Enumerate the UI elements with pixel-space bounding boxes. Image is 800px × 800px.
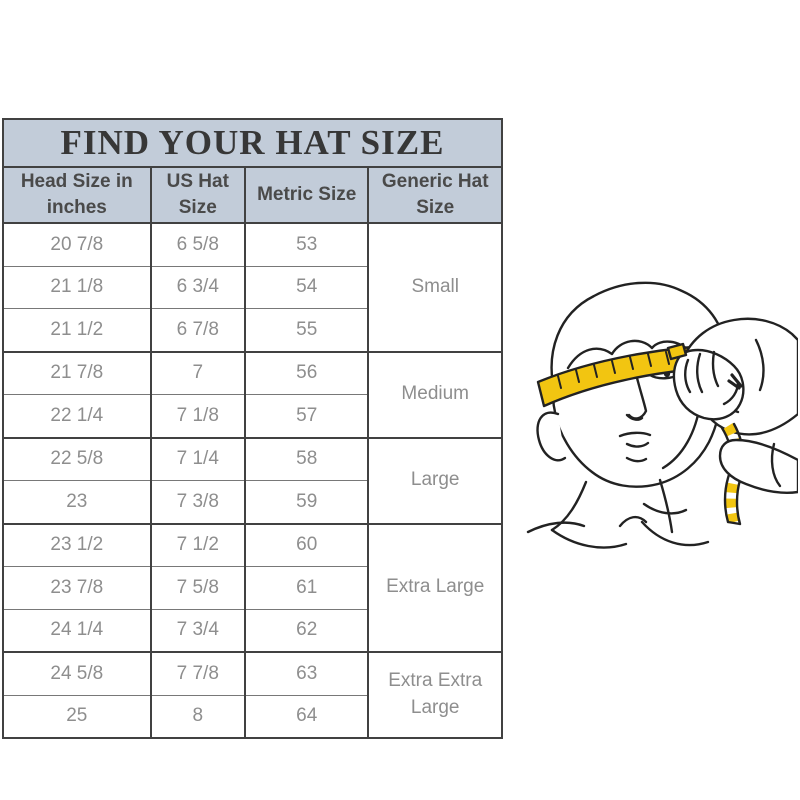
generic-size-cell: Small bbox=[367, 222, 503, 352]
head-size-cell: 23 bbox=[2, 480, 152, 524]
table-row: 21 1/8 6 3/4 54 bbox=[2, 265, 502, 309]
table-row: 25 8 64 bbox=[2, 694, 502, 738]
head-size-cell: 24 1/4 bbox=[2, 608, 152, 652]
head-size-cell: 23 1/2 bbox=[2, 522, 152, 567]
lower-forearm bbox=[718, 438, 798, 494]
us-size-cell: 7 1/4 bbox=[149, 436, 246, 481]
column-header-head-size: Head Size in inches bbox=[2, 166, 152, 224]
us-size-cell: 7 1/8 bbox=[149, 394, 246, 438]
nose bbox=[625, 372, 648, 421]
head-measurement-illustration bbox=[526, 281, 798, 549]
table-row: 21 1/2 6 7/8 55 bbox=[2, 308, 502, 352]
metric-size-cell: 53 bbox=[243, 222, 370, 266]
table-row: 23 1/2 7 1/2 60 Extra Large bbox=[2, 522, 503, 652]
tape-end bbox=[666, 342, 688, 361]
metric-size-cell: 58 bbox=[243, 436, 370, 481]
head-size-cell: 22 5/8 bbox=[2, 436, 152, 481]
us-size-cell: 7 3/8 bbox=[149, 480, 246, 524]
table-row: 23 7 3/8 59 bbox=[2, 480, 502, 524]
head-size-cell: 24 5/8 bbox=[2, 651, 152, 695]
column-header-us-hat-size: US Hat Size bbox=[149, 166, 246, 224]
metric-size-cell: 63 bbox=[243, 651, 370, 695]
table-row: 22 1/4 7 1/8 57 bbox=[2, 394, 502, 438]
finger-lines bbox=[684, 350, 740, 406]
head-size-cell: 21 1/8 bbox=[2, 265, 152, 309]
metric-size-cell: 59 bbox=[243, 480, 370, 524]
table-row: 24 1/4 7 3/4 62 bbox=[2, 608, 502, 652]
us-size-cell: 8 bbox=[149, 694, 246, 738]
generic-size-cell: Medium bbox=[367, 350, 503, 438]
table-title: FIND YOUR HAT SIZE bbox=[3, 119, 502, 168]
table-row: 24 5/8 7 7/8 63 Extra Extra Large bbox=[2, 651, 503, 738]
column-header-generic-size: Generic Hat Size bbox=[367, 166, 503, 224]
neck-lines bbox=[550, 478, 674, 534]
metric-size-cell: 56 bbox=[243, 350, 370, 395]
table-row: 23 7/8 7 5/8 61 bbox=[2, 566, 502, 609]
hat-size-table: FIND YOUR HAT SIZE Head Size in inches U… bbox=[2, 118, 503, 739]
head-size-cell: 21 1/2 bbox=[2, 308, 152, 352]
table-row: 20 7/8 6 5/8 53 Small bbox=[2, 222, 503, 352]
head-size-cell: 21 7/8 bbox=[2, 350, 152, 395]
table-row: 21 7/8 7 56 Medium bbox=[2, 350, 503, 438]
head-size-cell: 22 1/4 bbox=[2, 394, 152, 438]
us-size-cell: 7 1/2 bbox=[149, 522, 246, 567]
us-size-cell: 6 7/8 bbox=[149, 308, 246, 352]
us-size-cell: 7 7/8 bbox=[149, 651, 246, 695]
us-size-cell: 7 3/4 bbox=[149, 608, 246, 652]
us-size-cell: 6 3/4 bbox=[149, 265, 246, 309]
metric-size-cell: 55 bbox=[243, 308, 370, 352]
thumb-shadow bbox=[727, 373, 743, 390]
shoulder-lines bbox=[526, 502, 710, 549]
metric-size-cell: 60 bbox=[243, 522, 370, 567]
ear bbox=[536, 411, 567, 462]
head-size-cell: 20 7/8 bbox=[2, 222, 152, 266]
us-size-cell: 7 5/8 bbox=[149, 566, 246, 609]
table-row: 22 5/8 7 1/4 58 Large bbox=[2, 436, 503, 524]
cuff-line bbox=[770, 442, 782, 488]
generic-size-cell: Large bbox=[367, 436, 503, 524]
title-row: FIND YOUR HAT SIZE bbox=[3, 119, 502, 168]
header-row: Head Size in inches US Hat Size Metric S… bbox=[2, 166, 503, 224]
us-size-cell: 6 5/8 bbox=[149, 222, 246, 266]
metric-size-cell: 54 bbox=[243, 265, 370, 309]
us-size-cell: 7 bbox=[149, 350, 246, 395]
mouth bbox=[618, 431, 652, 463]
metric-size-cell: 62 bbox=[243, 608, 370, 652]
generic-size-cell: Extra Extra Large bbox=[367, 651, 503, 738]
metric-size-cell: 61 bbox=[243, 566, 370, 609]
head-size-cell: 25 bbox=[2, 694, 152, 738]
head-size-cell: 23 7/8 bbox=[2, 566, 152, 609]
generic-size-cell: Extra Large bbox=[367, 522, 503, 652]
column-header-metric-size: Metric Size bbox=[243, 166, 370, 224]
metric-size-cell: 64 bbox=[243, 694, 370, 738]
metric-size-cell: 57 bbox=[243, 394, 370, 438]
